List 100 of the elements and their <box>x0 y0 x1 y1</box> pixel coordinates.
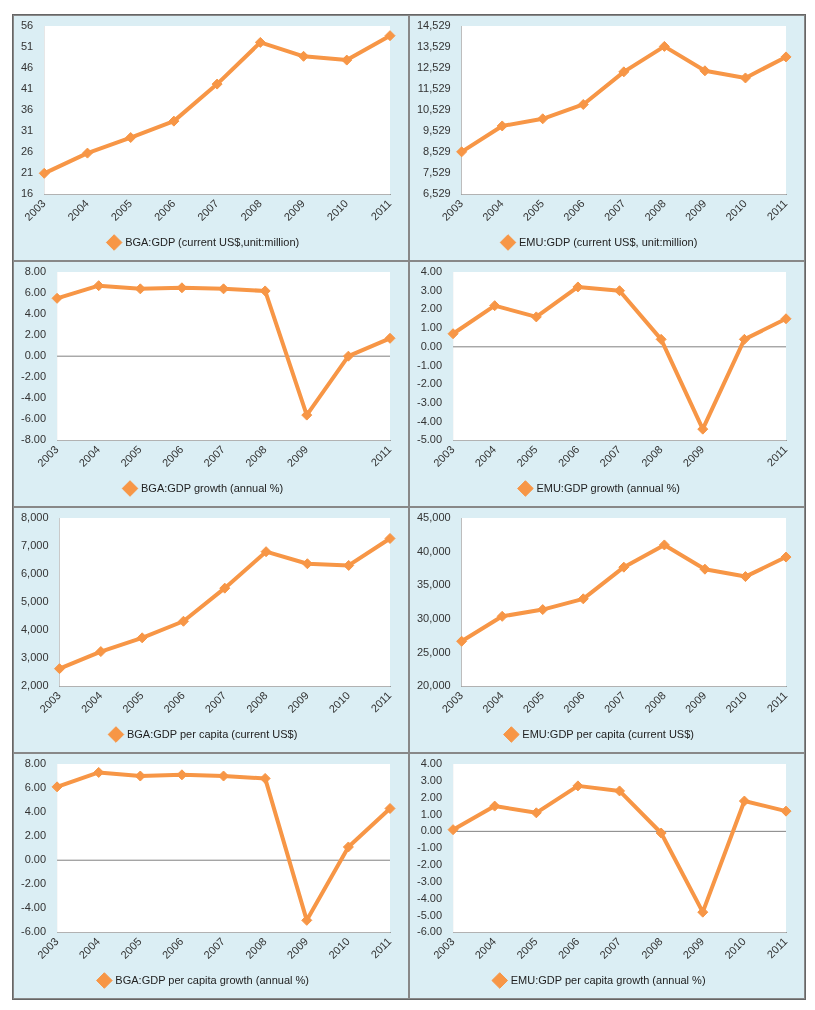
point <box>780 313 792 325</box>
point <box>384 332 396 344</box>
point <box>81 147 93 159</box>
y-tick-label: 0.00 <box>420 339 443 352</box>
y-tick-label: 35,000 <box>416 578 451 591</box>
point <box>384 532 396 544</box>
legend-label: BGA:GDP (current US$,unit:million) <box>125 235 300 248</box>
y-tick-label: 2.00 <box>24 328 47 341</box>
y-tick-label: 31 <box>20 124 34 137</box>
y-tick-label: -2.00 <box>416 377 443 390</box>
y-tick-label: 45,000 <box>416 511 451 524</box>
legend-label: BGA:GDP per capita (current US$) <box>126 727 298 740</box>
y-tick-label: 20,000 <box>416 679 451 692</box>
point <box>384 30 396 42</box>
point <box>618 561 630 573</box>
point <box>537 604 549 616</box>
y-tick-label: -1.00 <box>416 358 443 371</box>
point <box>697 423 709 435</box>
y-tick-label: 8.00 <box>24 757 47 770</box>
y-tick-label: 4.00 <box>420 265 443 278</box>
point <box>51 781 63 793</box>
point <box>447 824 459 836</box>
point <box>530 311 542 323</box>
legend-label: EMU:GDP (current US$, unit:million) <box>519 235 698 248</box>
y-tick-label: 6.00 <box>24 781 47 794</box>
y-tick-label: 2,000 <box>21 679 49 692</box>
legend-label: EMU:GDP per capita (current US$) <box>522 727 694 740</box>
point <box>780 551 792 563</box>
y-tick-label: 4,000 <box>21 623 49 636</box>
y-tick-label: 3.00 <box>420 773 443 786</box>
y-tick-label: 7,000 <box>21 539 49 552</box>
y-tick-label: -1.00 <box>416 841 443 854</box>
y-tick-label: -3.00 <box>416 395 443 408</box>
point <box>342 350 354 362</box>
point <box>95 646 107 658</box>
y-tick-label: 40,000 <box>416 544 451 557</box>
point <box>342 841 354 853</box>
point <box>738 333 750 345</box>
y-tick-label: 25,000 <box>416 645 451 658</box>
y-tick-label: -2.00 <box>20 370 47 383</box>
point <box>168 115 180 127</box>
point <box>658 40 670 52</box>
point <box>618 66 630 78</box>
point <box>341 54 353 66</box>
y-tick-label: 6,529 <box>423 187 451 200</box>
y-tick-label: 8,529 <box>423 145 451 158</box>
y-tick-label: -5.00 <box>416 908 443 921</box>
point <box>456 146 468 158</box>
y-tick-label: 1.00 <box>420 321 443 334</box>
y-tick-label: 0.00 <box>420 824 443 837</box>
legend-label: BGA:GDP growth (annual %) <box>141 481 284 494</box>
y-tick-label: 51 <box>20 40 34 53</box>
y-tick-label: 56 <box>20 19 34 32</box>
y-tick-label: 3,000 <box>21 651 49 664</box>
legend-label: BGA:GDP per capita growth (annual %) <box>115 973 309 986</box>
y-tick-label: 2.00 <box>420 302 443 315</box>
y-tick-label: 4.00 <box>420 757 443 770</box>
y-tick-label: 0.00 <box>24 349 47 362</box>
point <box>260 546 272 558</box>
y-tick-label: -6.00 <box>20 925 47 938</box>
point <box>780 805 792 817</box>
y-tick-label: 8,000 <box>21 511 49 524</box>
y-tick-label: -8.00 <box>20 433 47 446</box>
y-tick-label: 9,529 <box>423 124 451 137</box>
point <box>738 795 750 807</box>
y-tick-label: 5,000 <box>21 595 49 608</box>
y-tick-label: 7,529 <box>423 166 451 179</box>
point <box>658 539 670 551</box>
point <box>577 593 589 605</box>
y-tick-label: 6,000 <box>21 567 49 580</box>
point <box>577 98 589 110</box>
y-tick-label: -6.00 <box>416 925 443 938</box>
y-tick-label: 30,000 <box>416 612 451 625</box>
y-tick-label: -2.00 <box>416 858 443 871</box>
y-tick-label: 14,529 <box>416 19 451 32</box>
point <box>384 803 396 814</box>
point <box>51 292 63 304</box>
y-tick-label: 6.00 <box>24 286 47 299</box>
point <box>211 78 223 90</box>
y-tick-label: 41 <box>20 82 34 95</box>
y-tick-label: 36 <box>20 103 34 116</box>
point <box>614 285 626 297</box>
point <box>177 615 189 627</box>
y-tick-label: 11,529 <box>417 82 451 95</box>
point <box>496 120 508 132</box>
point <box>38 167 50 179</box>
point <box>254 36 266 48</box>
y-tick-label: 12,529 <box>416 61 451 74</box>
y-tick-label: -4.00 <box>20 901 47 914</box>
y-tick-label: -4.00 <box>416 414 443 427</box>
point <box>655 827 667 839</box>
point <box>699 65 711 77</box>
point <box>780 51 792 63</box>
point <box>447 328 459 340</box>
point <box>456 635 468 647</box>
y-tick-label: 4.00 <box>24 307 47 320</box>
y-tick-label: 2.00 <box>24 829 47 842</box>
point <box>739 571 751 583</box>
point <box>614 785 626 797</box>
point <box>136 632 148 644</box>
